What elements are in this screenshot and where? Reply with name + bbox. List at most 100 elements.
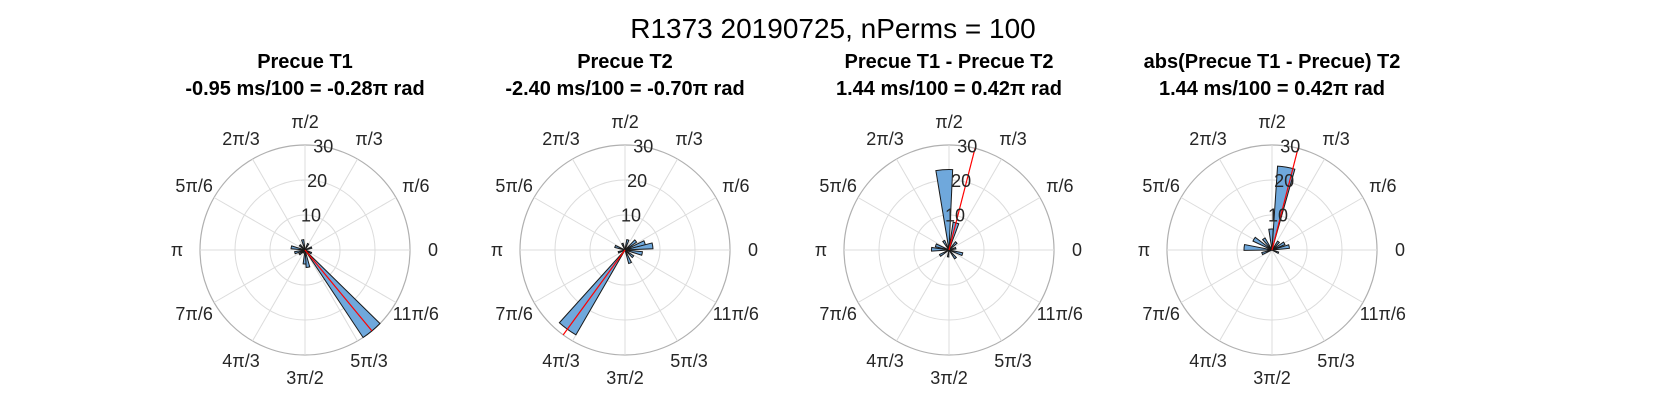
histogram-bar bbox=[948, 246, 957, 251]
histogram-bar bbox=[1271, 249, 1280, 255]
mean-angle-line bbox=[948, 148, 976, 251]
angular-gridline bbox=[896, 249, 950, 342]
angle-tick-label: 2π/3 bbox=[1189, 129, 1226, 149]
radial-tick-label: 10 bbox=[301, 206, 321, 226]
radial-tick-label: 30 bbox=[1280, 137, 1300, 157]
radial-tick-label: 20 bbox=[307, 171, 327, 191]
angle-tick-label: 4π/3 bbox=[866, 351, 903, 371]
histogram-bar bbox=[300, 239, 306, 251]
angle-tick-label: 5π/6 bbox=[495, 176, 532, 196]
angle-tick-label: π/2 bbox=[935, 112, 962, 132]
histogram-bar bbox=[624, 242, 654, 251]
angular-gridline bbox=[948, 158, 1002, 251]
mean-angle-line bbox=[1271, 148, 1299, 251]
angle-tick-label: π/3 bbox=[355, 129, 382, 149]
angle-tick-label: π/2 bbox=[611, 112, 638, 132]
histogram-bar bbox=[942, 239, 950, 251]
radial-tick-label: 20 bbox=[1274, 171, 1294, 191]
angle-tick-label: 2π/3 bbox=[222, 129, 259, 149]
angular-gridline bbox=[948, 249, 1002, 342]
angular-gridline bbox=[1219, 158, 1273, 251]
angle-tick-label: π bbox=[1138, 240, 1150, 260]
angle-tick-label: 5π/3 bbox=[350, 351, 387, 371]
angle-tick-label: 5π/3 bbox=[994, 351, 1031, 371]
histogram-bar bbox=[302, 249, 307, 265]
angle-tick-label: 7π/6 bbox=[819, 304, 856, 324]
panel-subtitle: 1.44 ms/100 = 0.42π rad bbox=[836, 78, 1062, 100]
histogram-bar bbox=[624, 249, 635, 259]
panel-title: Precue T1 - Precue T2 bbox=[845, 51, 1054, 73]
panel-title: Precue T1 bbox=[257, 51, 353, 73]
angular-gridline bbox=[533, 197, 626, 251]
histogram-bar bbox=[935, 168, 954, 251]
angle-tick-label: π/2 bbox=[1258, 112, 1285, 132]
angular-gridline bbox=[304, 158, 358, 251]
radial-tick-label: 20 bbox=[627, 171, 647, 191]
angle-tick-label: 3π/2 bbox=[1253, 368, 1290, 388]
polar-panel-1: Precue T1 -0.95 ms/100 = -0.28π rad 10 20 30… bbox=[171, 51, 439, 388]
angle-tick-label: 3π/2 bbox=[286, 368, 323, 388]
angle-tick-label: 11π/6 bbox=[1360, 304, 1406, 324]
panel-subtitle: -0.95 ms/100 = -0.28π rad bbox=[185, 78, 424, 100]
histogram-bar bbox=[1261, 249, 1273, 256]
histogram-bar bbox=[301, 249, 306, 254]
radial-tick-label: 30 bbox=[957, 137, 977, 157]
histogram-bar bbox=[304, 246, 313, 251]
histogram-bar bbox=[1252, 236, 1273, 251]
angle-tick-label: π bbox=[815, 240, 827, 260]
angular-gridline bbox=[213, 249, 306, 303]
histogram-bar bbox=[1271, 241, 1286, 251]
angle-tick-label: 5π/6 bbox=[1142, 176, 1179, 196]
angle-tick-label: π bbox=[491, 240, 503, 260]
figure-suptitle: R1373 20190725, nPerms = 100 bbox=[630, 13, 1036, 44]
histogram-bar bbox=[624, 239, 630, 251]
histogram-bar bbox=[614, 244, 626, 251]
histogram-bar bbox=[304, 242, 310, 251]
angular-gridline bbox=[252, 249, 306, 342]
angle-tick-label: 0 bbox=[1395, 240, 1405, 260]
angular-gridline bbox=[1271, 249, 1325, 342]
histogram-bar bbox=[298, 244, 306, 251]
histogram-bar bbox=[624, 249, 633, 265]
histogram-bar bbox=[304, 249, 313, 255]
angle-tick-label: 11π/6 bbox=[1037, 304, 1083, 324]
angle-tick-label: 2π/3 bbox=[866, 129, 903, 149]
angle-tick-label: 0 bbox=[428, 240, 438, 260]
angular-gridline bbox=[252, 158, 306, 251]
histogram-bar bbox=[621, 242, 626, 251]
panels: Precue T1 -0.95 ms/100 = -0.28π rad 10 20 30… bbox=[171, 51, 1406, 388]
angular-gridline bbox=[624, 197, 717, 251]
histogram-bar bbox=[1243, 243, 1273, 251]
angle-tick-label: 11π/6 bbox=[393, 304, 439, 324]
histogram-bar bbox=[946, 249, 950, 258]
angle-tick-label: 5π/3 bbox=[1317, 351, 1354, 371]
angular-gridline bbox=[304, 197, 397, 251]
panel-title: Precue T2 bbox=[577, 51, 673, 73]
histogram-bar bbox=[934, 243, 950, 251]
histogram-bar bbox=[624, 249, 643, 256]
radial-tick-label: 10 bbox=[945, 206, 965, 226]
angular-gridline bbox=[1271, 249, 1364, 303]
histogram-bar bbox=[1271, 244, 1290, 251]
angle-tick-label: π/3 bbox=[675, 129, 702, 149]
angular-gridline bbox=[896, 158, 950, 251]
angle-tick-label: 3π/2 bbox=[606, 368, 643, 388]
angle-tick-label: 2π/3 bbox=[542, 129, 579, 149]
angle-tick-label: 5π/6 bbox=[819, 176, 856, 196]
angle-tick-label: π/2 bbox=[291, 112, 318, 132]
radial-tick-label: 30 bbox=[633, 137, 653, 157]
polar-panel-4: abs(Precue T1 - Precue) T2 1.44 ms/100 = … bbox=[1138, 51, 1406, 388]
angle-tick-label: π bbox=[171, 240, 183, 260]
histogram-bar bbox=[290, 245, 306, 251]
angle-tick-label: 3π/2 bbox=[930, 368, 967, 388]
angle-tick-label: 5π/6 bbox=[175, 176, 212, 196]
angle-tick-label: 4π/3 bbox=[542, 351, 579, 371]
radial-tick-label: 10 bbox=[1268, 206, 1288, 226]
angle-tick-label: π/3 bbox=[1322, 129, 1349, 149]
angular-gridline bbox=[1219, 249, 1273, 342]
histogram-bar bbox=[948, 249, 958, 260]
angle-tick-label: π/6 bbox=[402, 176, 429, 196]
histogram-bar bbox=[948, 249, 964, 257]
angular-gridline bbox=[572, 158, 626, 251]
